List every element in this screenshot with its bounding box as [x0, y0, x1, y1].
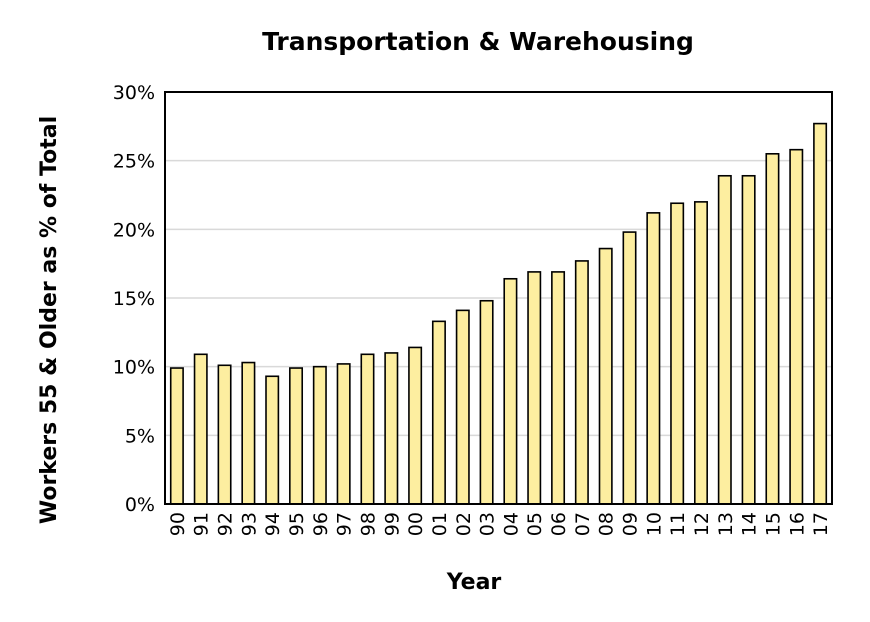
x-tick-label: 90	[167, 512, 189, 536]
bar-07	[574, 260, 589, 505]
bar-90	[169, 367, 184, 505]
x-tick-label: 13	[715, 512, 737, 536]
x-tick-label: 06	[548, 512, 570, 536]
x-tick-label: 95	[286, 512, 308, 536]
bar-16	[789, 148, 804, 505]
bar-15	[765, 153, 780, 505]
bar-03	[479, 299, 494, 505]
bar-93	[241, 361, 256, 505]
bar-08	[598, 247, 613, 505]
bar-92	[217, 364, 232, 505]
y-tick-label: 25%	[113, 151, 155, 173]
x-tick-label: 98	[357, 512, 379, 536]
x-tick-label: 10	[643, 512, 665, 536]
bar-13	[717, 174, 732, 505]
y-tick-label: 30%	[113, 82, 155, 104]
x-tick-label: 07	[572, 512, 594, 536]
bars	[169, 122, 828, 505]
x-tick-label: 01	[429, 512, 451, 536]
bar-02	[455, 309, 470, 505]
x-tick-label: 09	[620, 512, 642, 536]
y-tick-label: 15%	[113, 288, 155, 310]
bar-05	[527, 271, 542, 505]
x-tick-label: 93	[238, 512, 260, 536]
bar-10	[646, 212, 661, 505]
x-tick-label: 92	[215, 512, 237, 536]
x-tick-label: 14	[739, 512, 761, 536]
x-tick-label: 96	[310, 512, 332, 536]
bar-04	[503, 277, 518, 505]
plot-frame	[164, 91, 833, 505]
x-tick-label: 04	[500, 512, 522, 536]
x-tick-label: 11	[667, 512, 689, 536]
bar-97	[336, 363, 351, 505]
bar-95	[289, 367, 304, 505]
x-tick-label: 02	[453, 512, 475, 536]
bar-14	[741, 174, 756, 505]
x-tick-label: 03	[477, 512, 499, 536]
bar-99	[384, 352, 399, 505]
x-tick-label: 16	[786, 512, 808, 536]
x-tick-label: 97	[334, 512, 356, 536]
x-tick-label: 94	[262, 512, 284, 536]
bar-94	[265, 375, 280, 505]
bar-98	[360, 353, 375, 505]
x-tick-label: 12	[691, 512, 713, 536]
bar-96	[312, 365, 327, 505]
y-tick-labels: 0% 5% 10% 15% 20% 25% 30%	[113, 82, 155, 516]
bar-09	[622, 231, 637, 505]
x-tick-labels: 90 91 92 93 94 95 96 97 98 99 00 01 02 03 04 05 06 07 08 09…	[167, 512, 832, 536]
y-tick-label: 20%	[113, 219, 155, 241]
y-tick-label: 5%	[125, 425, 155, 447]
x-tick-label: 15	[762, 512, 784, 536]
x-tick-label: 08	[596, 512, 618, 536]
bar-17	[813, 122, 828, 505]
bar-11	[670, 202, 685, 505]
grid-lines	[165, 159, 832, 437]
x-axis-title: Year	[446, 570, 502, 595]
y-tick-label: 0%	[125, 494, 155, 516]
y-axis-title: Workers 55 & Older as % of Total	[37, 116, 62, 524]
y-tick-label: 10%	[113, 357, 155, 379]
x-tick-label: 99	[381, 512, 403, 536]
x-tick-label: 17	[810, 512, 832, 536]
x-tick-label: 00	[405, 512, 427, 536]
bar-12	[693, 201, 708, 505]
chart-title: Transportation & Warehousing	[262, 27, 694, 56]
x-tick-label: 91	[191, 512, 213, 536]
x-tick-label: 05	[524, 512, 546, 536]
bar-00	[408, 346, 423, 505]
bar-91	[193, 353, 208, 505]
bar-06	[551, 271, 566, 505]
bar-01	[431, 320, 446, 505]
